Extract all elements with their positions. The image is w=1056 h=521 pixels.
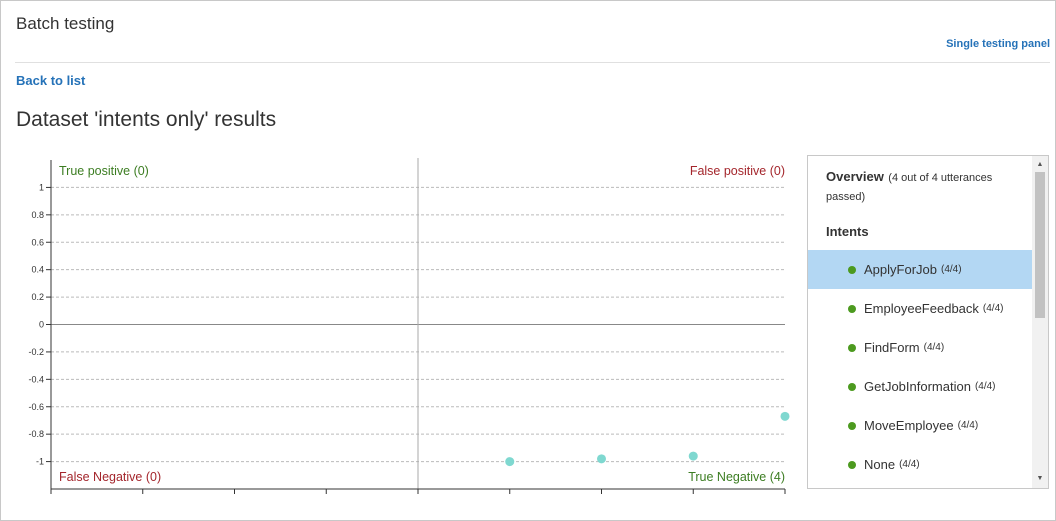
y-tick-label: 0 bbox=[39, 320, 44, 330]
status-dot-icon bbox=[848, 304, 856, 313]
intent-name: FindForm bbox=[864, 340, 920, 355]
data-point bbox=[780, 411, 790, 421]
status-dot-icon bbox=[848, 421, 856, 430]
single-testing-panel-link[interactable]: Single testing panel bbox=[946, 38, 1050, 50]
status-dot-icon bbox=[848, 382, 856, 391]
y-tick-label: 0.2 bbox=[31, 292, 44, 302]
scroll-thumb[interactable] bbox=[1035, 172, 1045, 318]
intent-count: (4/4) bbox=[940, 264, 962, 275]
intent-name: EmployeeFeedback bbox=[864, 301, 979, 316]
data-point bbox=[597, 454, 606, 464]
y-tick-label: 0.6 bbox=[31, 237, 44, 247]
data-point bbox=[505, 457, 515, 467]
y-tick-label: -0.2 bbox=[28, 347, 44, 357]
results-chart: 1 0.8 0.6 0.4 0.2 0 -0.2 -0.4 -0.6 -0.8 -1 True pos… bbox=[28, 158, 790, 494]
intent-name: None bbox=[864, 457, 896, 472]
intent-item-employeefeedback[interactable]: EmployeeFeedback (4/4) bbox=[808, 289, 1032, 328]
y-tick-label: 0.8 bbox=[31, 210, 44, 220]
intent-item-moveemployee[interactable]: MoveEmployee (4/4) bbox=[808, 406, 1032, 445]
overview-entry[interactable]: Overview (4 out of 4 utterances passed) bbox=[826, 168, 1026, 206]
intent-count: (4/4) bbox=[957, 420, 979, 431]
intent-item-findform[interactable]: FindForm (4/4) bbox=[808, 328, 1032, 367]
intent-count: (4/4) bbox=[899, 459, 920, 470]
true-negative-label: True Negative (4) bbox=[688, 470, 785, 484]
intent-count: (4/4) bbox=[974, 381, 996, 392]
intent-item-applyforjob[interactable]: ApplyForJob (4/4) bbox=[808, 250, 1032, 289]
scroll-up-icon[interactable]: ▲ bbox=[1036, 161, 1044, 168]
status-dot-icon bbox=[848, 460, 856, 469]
intent-list: ApplyForJob (4/4) EmployeeFeedback (4/4)… bbox=[808, 250, 1032, 484]
intent-name: GetJobInformation bbox=[864, 379, 971, 394]
data-point bbox=[688, 451, 698, 461]
panel-scrollbar[interactable]: ▲ ▼ bbox=[1032, 156, 1048, 488]
y-tick-label: 1 bbox=[39, 182, 44, 192]
scroll-down-icon[interactable]: ▼ bbox=[1036, 475, 1044, 482]
status-dot-icon bbox=[848, 265, 856, 274]
overview-subtitle: (4 out of 4 utterances passed) bbox=[826, 172, 993, 203]
intent-name: ApplyForJob bbox=[864, 262, 937, 277]
y-tick-label: -0.4 bbox=[28, 374, 44, 384]
false-negative-label: False Negative (0) bbox=[59, 470, 161, 484]
intent-item-none[interactable]: None (4/4) bbox=[808, 445, 1032, 484]
intent-name: MoveEmployee bbox=[864, 418, 954, 433]
y-tick-label: -1 bbox=[36, 457, 44, 467]
dataset-results-title: Dataset 'intents only' results bbox=[16, 108, 277, 131]
y-tick-label: -0.8 bbox=[28, 429, 44, 439]
true-positive-label: True positive (0) bbox=[59, 164, 149, 178]
false-positive-label: False positive (0) bbox=[690, 164, 785, 178]
header-divider bbox=[15, 62, 1050, 63]
y-tick-label: 0.4 bbox=[31, 265, 44, 275]
y-tick-label: -0.6 bbox=[28, 402, 44, 412]
status-dot-icon bbox=[848, 343, 856, 352]
back-to-list-link[interactable]: Back to list bbox=[16, 73, 86, 88]
overview-title: Overview bbox=[826, 169, 884, 184]
intent-count: (4/4) bbox=[923, 342, 945, 353]
page-header-title: Batch testing bbox=[16, 14, 115, 33]
intent-item-getjobinformation[interactable]: GetJobInformation (4/4) bbox=[808, 367, 1032, 406]
intent-count: (4/4) bbox=[982, 303, 1004, 314]
intents-heading: Intents bbox=[826, 224, 869, 239]
results-side-panel: Overview (4 out of 4 utterances passed) … bbox=[807, 155, 1049, 489]
